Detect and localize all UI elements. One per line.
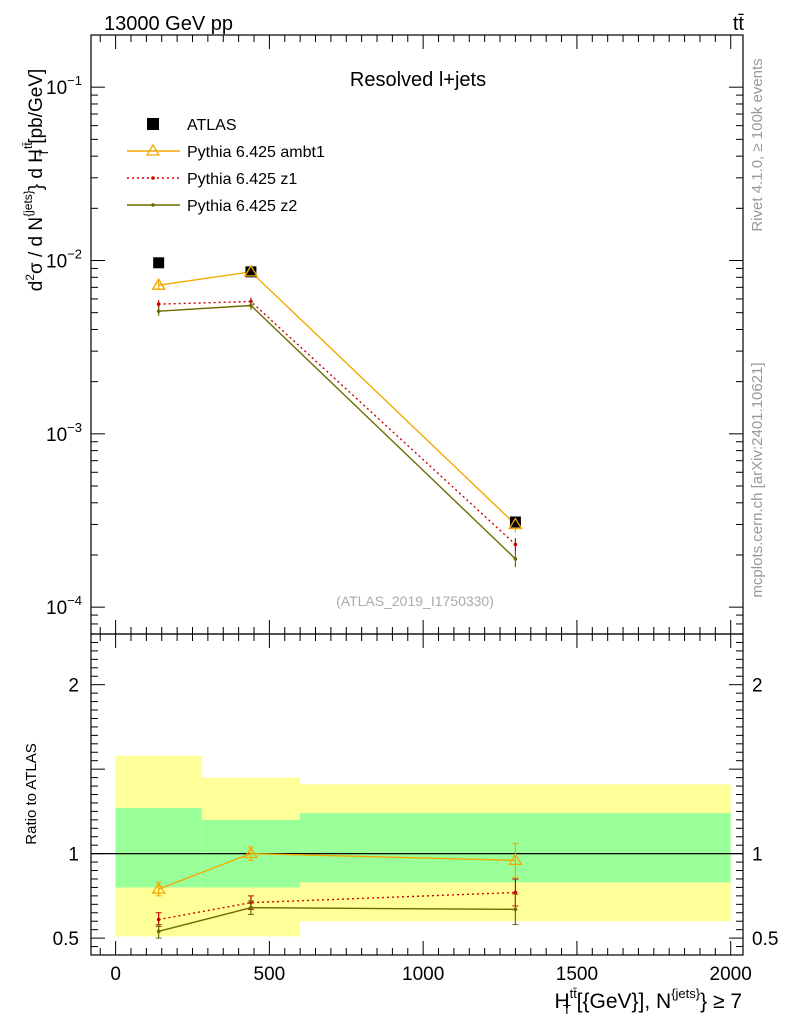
main-ytick-label-1: 10−2	[46, 247, 82, 273]
legend-label-2: Pythia 6.425 z2	[187, 198, 297, 215]
ratio-series-0	[151, 842, 523, 897]
ratio-point-0-1	[243, 846, 259, 859]
x-axis-label: Htt̄ T [{GeV}], N{jets}} ≥ 7	[554, 986, 742, 1017]
atlas-point-0	[153, 257, 165, 269]
main-point-2-2	[513, 557, 518, 561]
main-ytick-label-3: 10−4	[46, 593, 82, 619]
ratio-ylabel: Ratio to ATLAS	[23, 743, 40, 844]
ratio-point-2-0	[156, 929, 161, 934]
main-point-top-0	[151, 277, 166, 290]
atlas-data	[151, 257, 523, 530]
legend-marker-0	[145, 143, 161, 156]
main-ytick-label-0: 10−1	[46, 73, 82, 99]
main-point-1-2	[513, 542, 518, 547]
legend: ATLAS Pythia 6.425 ambt1 Pythia 6.425 z1 Py…	[127, 117, 325, 215]
ratio-ytick-label-left-0: 0.5	[53, 929, 79, 950]
main-point-2-0	[156, 309, 161, 313]
main-ytick-label-2: 10−3	[46, 420, 82, 446]
ratio-panel	[90, 633, 744, 956]
ratio-series-2	[155, 893, 519, 939]
ratio-series-line-1	[158, 891, 516, 921]
atlas-point-2	[509, 516, 521, 528]
uncertainty-band-green-0	[115, 808, 202, 888]
legend-atlas-marker	[147, 118, 159, 130]
main-series-1	[156, 297, 518, 552]
legend-label-0: Pythia 6.425 ambt1	[187, 144, 325, 161]
main-panel: Resolved l+jets (ATLAS_2019_I1750330)	[90, 34, 744, 635]
rivet-label: Rivet 4.1.0, ≥ 100k events	[749, 58, 766, 231]
ratio-ytick-label-right-0: 0.5	[752, 929, 778, 950]
header-left-title: 13000 GeV pp	[104, 13, 233, 35]
ratio-xtick-label-2: 1000	[402, 964, 444, 985]
main-point-2-1	[249, 303, 253, 308]
ratio-xtick-label-0: 0	[110, 964, 121, 985]
ratio-xtick-label-3: 1500	[556, 964, 598, 985]
atlas-point-1	[245, 266, 257, 278]
main-point-top-2	[508, 517, 523, 530]
ratio-ytick-label-right-1: 1	[752, 845, 763, 866]
legend-atlas-label: ATLAS	[187, 117, 237, 134]
ratio-point-2-1	[249, 905, 253, 910]
analysis-id: (ATLAS_2019_I1750330)	[336, 593, 494, 609]
main-title: Resolved l+jets	[350, 69, 486, 91]
ratio-ytick-label-right-2: 2	[752, 676, 763, 697]
main-series-2	[156, 301, 518, 568]
ratio-point-2-2	[513, 907, 518, 912]
legend-marker-1	[151, 176, 155, 180]
ratio-ytick-label-left-1: 1	[68, 845, 79, 866]
header-right-title: tt̄	[733, 13, 745, 35]
ratio-xtick-label-4: 2000	[710, 964, 752, 985]
main-point-top-1	[243, 264, 259, 277]
legend-marker-2	[151, 203, 155, 207]
main-series-line-2	[158, 304, 516, 560]
main-point-1-0	[156, 302, 161, 306]
mcplots-label: mcplots.cern.ch [arXiv:2401.10621]	[749, 362, 766, 597]
ratio-point-0-2	[508, 853, 523, 866]
ratio-xtick-label-1: 500	[254, 964, 286, 985]
legend-label-1: Pythia 6.425 z1	[187, 171, 297, 188]
main-series-line-1	[158, 300, 516, 545]
ratio-point-1-0	[156, 917, 161, 922]
ratio-point-0-0	[151, 881, 166, 894]
main-series-0	[151, 264, 523, 533]
ratio-ytick-label-left-2: 2	[68, 676, 79, 697]
main-ylabel: d2σ / d N{jets}} d Htt̄T [pb/GeV]	[21, 69, 51, 292]
ratio-point-1-2	[513, 890, 518, 895]
main-series-line-0	[158, 271, 516, 525]
